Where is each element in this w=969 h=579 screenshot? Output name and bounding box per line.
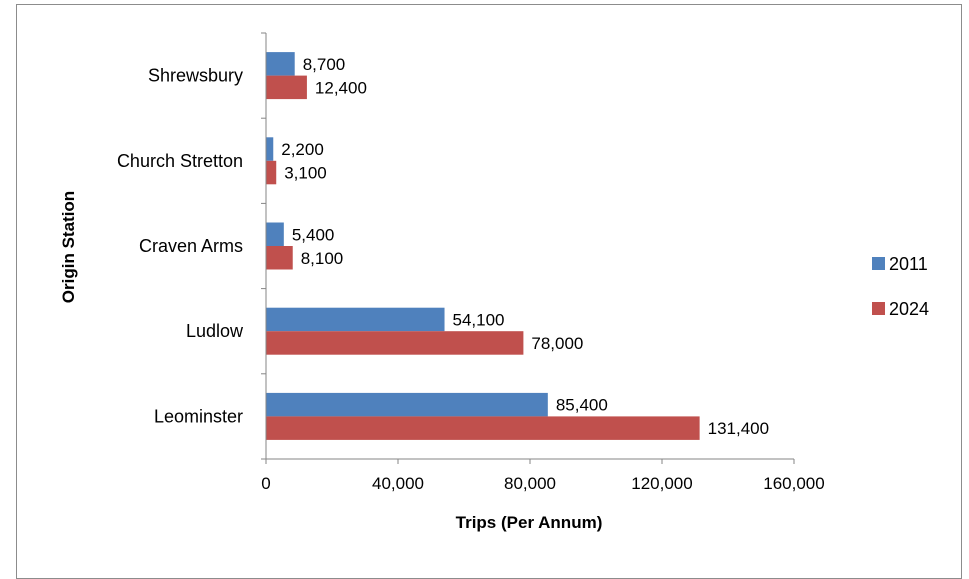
data-label: 2,200	[281, 140, 324, 159]
y-tick-label: Shrewsbury	[148, 66, 243, 86]
bar-2011-ludlow	[266, 307, 445, 332]
y-axis-title: Origin Station	[59, 191, 78, 303]
chart-frame	[16, 4, 962, 579]
data-label: 5,400	[292, 225, 335, 244]
x-axis-title: Trips (Per Annum)	[456, 513, 603, 532]
data-label: 8,700	[303, 55, 346, 74]
bar-2024-shrewsbury	[266, 75, 307, 100]
legend-label-2011: 2011	[889, 254, 928, 274]
data-label: 3,100	[284, 164, 327, 183]
legend: 2011 2024	[872, 254, 929, 319]
data-label: 85,400	[556, 396, 608, 415]
bar-2024-church-stretton	[266, 160, 277, 185]
data-label: 78,000	[531, 334, 583, 353]
y-tick-label: Ludlow	[186, 321, 244, 341]
data-label: 131,400	[708, 419, 769, 438]
bar-2011-church-stretton	[266, 137, 274, 161]
bar-2011-shrewsbury	[266, 52, 295, 76]
legend-swatch-2011	[872, 257, 885, 270]
axes-group: 0 40,000 80,000 120,000 160,000	[261, 32, 825, 493]
bar-chart: 0 40,000 80,000 120,000 160,000 8,700 12,400 S…	[59, 32, 929, 532]
x-tick-label: 160,000	[763, 474, 824, 493]
y-tick-label: Craven Arms	[139, 236, 243, 256]
x-tick-label: 0	[261, 474, 270, 493]
x-tick-label: 40,000	[372, 474, 424, 493]
legend-swatch-2024	[872, 302, 885, 315]
data-label: 54,100	[453, 310, 505, 329]
x-tick-label: 80,000	[504, 474, 556, 493]
x-tick-label: 120,000	[631, 474, 692, 493]
legend-label-2024: 2024	[889, 299, 929, 319]
bar-2024-leominster	[266, 416, 700, 440]
bar-2024-craven-arms	[266, 246, 293, 270]
labels-group: 8,700 12,400 Shrewsbury 2,200 3,100 Church St…	[117, 55, 769, 438]
bars-group	[266, 52, 700, 440]
data-label: 8,100	[301, 249, 344, 268]
y-tick-label: Church Stretton	[117, 151, 243, 171]
bar-2011-leominster	[266, 392, 548, 417]
data-label: 12,400	[315, 78, 367, 97]
bar-2011-craven-arms	[266, 222, 284, 246]
y-tick-label: Leominster	[154, 406, 243, 426]
bar-2024-ludlow	[266, 331, 524, 355]
